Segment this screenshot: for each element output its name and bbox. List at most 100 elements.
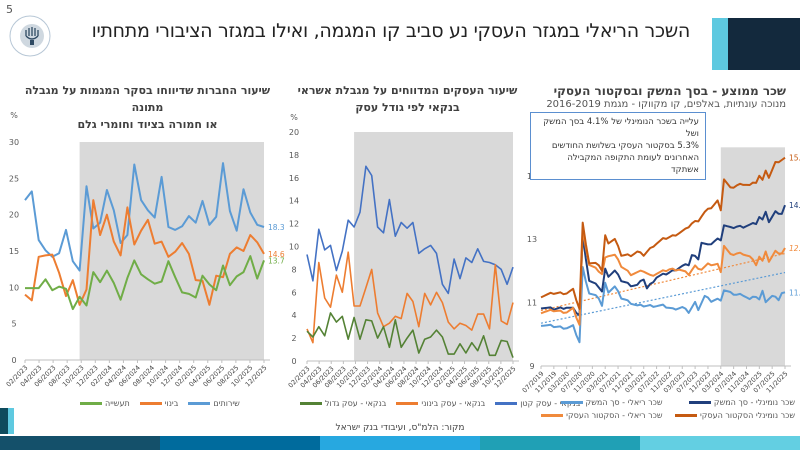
series-line-2: [24, 199, 265, 306]
series-line-1: [24, 162, 265, 272]
legend-swatch: [188, 402, 211, 405]
footer-band-segment: [640, 436, 800, 450]
y-tick-label: 12: [289, 220, 299, 229]
legend-swatch: [495, 402, 518, 405]
chart2-legend: בנקאי - עסק קטן בנקאי - עסק בינוני בנקאי -…: [300, 399, 580, 408]
chart3-title: שכר ממוצע - בסך המשק ובסקטור העסקי: [553, 84, 786, 98]
slide-number: 5: [6, 3, 13, 16]
source-note: מקור: הלמ"ס, ועיבודי בנק ישראל: [335, 423, 465, 433]
y-tick-label: 30: [9, 138, 19, 147]
legend-item-1: שכר נומינלי - סך המשק: [663, 398, 795, 407]
legend-label: שכר נומינלי הסקטור העסקי: [699, 411, 795, 420]
end-value-label: 18.3: [268, 223, 285, 232]
chart2-title: שיעור העסקים המדווחים על מגבלת אשראי בנק…: [285, 82, 530, 116]
annotation-line3: האחרונים לעומת התקופה המקבילה אשתקד: [567, 153, 699, 175]
end-value-label: 13.7: [268, 256, 285, 265]
series-line-3: [25, 255, 265, 311]
footer-band-segment: [0, 436, 160, 450]
legend-swatch: [300, 402, 322, 405]
footer-band-segment: [320, 436, 480, 450]
legend-swatch: [688, 401, 711, 404]
chart2-title-line2: בנקאי לפי גודל עסק: [355, 101, 460, 114]
series-line-1: [306, 165, 514, 295]
shaded-period: [720, 147, 785, 366]
footer-color-band: [0, 436, 800, 450]
legend-item-3: בנקאי - עסק גדול: [300, 399, 386, 408]
y-tick-label: 11: [527, 299, 537, 308]
legend-swatch: [80, 402, 102, 405]
chart1-title-line1: שיעור החברות שדיווחו בסקר המגמות על מגבל…: [24, 84, 271, 114]
chart1-title-line2: או חמורה בציוד וחומרי גלם: [77, 118, 218, 131]
legend-swatch: [541, 414, 564, 417]
y-tick-label: 0: [11, 356, 16, 365]
legend-label: תעשייה: [105, 399, 130, 408]
chart2-title-line1: שיעור העסקים המדווחים על מגבלת אשראי: [297, 84, 518, 97]
y-tick-label: 20: [289, 128, 299, 137]
annotation-line1: עלייה בשכר הנומינלי של 4.1% בסך המשק ושל: [543, 117, 699, 139]
y-tick-label: 10: [289, 243, 299, 252]
legend-label: בנקאי - עסק בינוני: [421, 399, 486, 408]
y-tick-label: 18: [289, 151, 299, 160]
legend-label: שכר ריאלי - הסקטור העסקי: [566, 411, 663, 420]
end-value-label: 14.1: [789, 201, 800, 210]
y-tick-label: 5: [11, 320, 16, 329]
y-tick-label: 4: [291, 311, 296, 320]
legend-label: שכר נומינלי - סך המשק: [713, 398, 795, 407]
y-tick-label: 0: [291, 357, 296, 366]
series-line-3: [306, 312, 514, 358]
chart1-title: שיעור החברות שדיווחו בסקר המגמות על מגבל…: [20, 82, 275, 133]
legend-item-2: בינוי: [139, 399, 179, 408]
header-accent-dark: [728, 18, 800, 70]
legend-swatch: [396, 402, 419, 405]
y-tick-label: 14: [289, 197, 299, 206]
chart1-legend: שירותים בינוי תעשייה: [80, 399, 240, 408]
y-tick-label: 25: [9, 174, 19, 183]
legend-label: בינוי: [164, 399, 179, 408]
bank-of-israel-logo: [9, 15, 51, 57]
y-tick-label: 6: [291, 288, 296, 297]
y-axis-label: %: [10, 111, 18, 120]
legend-swatch: [560, 401, 583, 404]
series-line-2: [306, 251, 514, 344]
y-tick-label: 16: [289, 174, 299, 183]
legend-item-4: שכר ריאלי - הסקטור העסקי: [530, 411, 663, 420]
annotation-line2: 5.3% בסקטור העסקי בשלושת החודשים: [551, 141, 699, 151]
chart3-legend: שכר נומינלי - סך המשק שכר ריאלי - סך המשק…: [530, 398, 795, 420]
footer-accent-light: [8, 408, 14, 434]
y-tick-label: 15: [9, 247, 19, 256]
header-accent-light: [712, 18, 728, 70]
series-line-4: [540, 156, 786, 310]
legend-item-2: בנקאי - עסק בינוני: [396, 399, 485, 408]
y-tick-label: 13: [527, 235, 537, 244]
y-tick-label: 20: [9, 211, 19, 220]
footer-band-segment: [480, 436, 640, 450]
legend-item-2: שכר ריאלי - סך המשק: [530, 398, 663, 407]
y-tick-label: 9: [529, 362, 534, 371]
footer-accent-dark: [0, 408, 8, 434]
end-value-label: 15.5: [789, 154, 800, 163]
y-tick-label: 8: [291, 265, 296, 274]
chart1-plot: 051015202530%02/202304/202306/202308/202…: [5, 111, 285, 389]
end-value-label: 14.6: [268, 250, 285, 259]
legend-item-3: שכר נומינלי הסקטור העסקי: [663, 411, 795, 420]
chart3-plot: 911131507/201911/201903/202007/202011/20…: [521, 147, 800, 395]
legend-item-1: שירותים: [188, 399, 240, 408]
chart3-subtitle: מנוכה עונתיות, באלפים, קו מקווקו - מגמת …: [546, 99, 786, 110]
chart3-annotation: עלייה בשכר הנומינלי של 4.1% בסך המשק ושל…: [530, 112, 706, 180]
shaded-period: [79, 142, 264, 360]
legend-item-1: בנקאי - עסק קטן: [495, 399, 580, 408]
series-line-1: [540, 266, 786, 344]
footer-band-segment: [160, 436, 320, 450]
legend-swatch: [139, 402, 162, 405]
legend-label: שירותים: [213, 399, 240, 408]
legend-label: בנקאי - עסק קטן: [520, 399, 581, 408]
legend-label: שכר ריאלי - סך המשק: [585, 398, 663, 407]
end-value-label: 11.3: [789, 288, 800, 297]
y-tick-label: 10: [9, 283, 19, 292]
page-title: השכר הריאלי במגזר העסקי נע סביב קו המגמה…: [91, 20, 691, 42]
legend-item-3: תעשייה: [80, 399, 130, 408]
legend-swatch: [674, 414, 697, 417]
y-axis-label: %: [290, 113, 298, 122]
y-tick-label: 2: [291, 334, 296, 343]
end-value-label: 12.6: [789, 244, 800, 253]
